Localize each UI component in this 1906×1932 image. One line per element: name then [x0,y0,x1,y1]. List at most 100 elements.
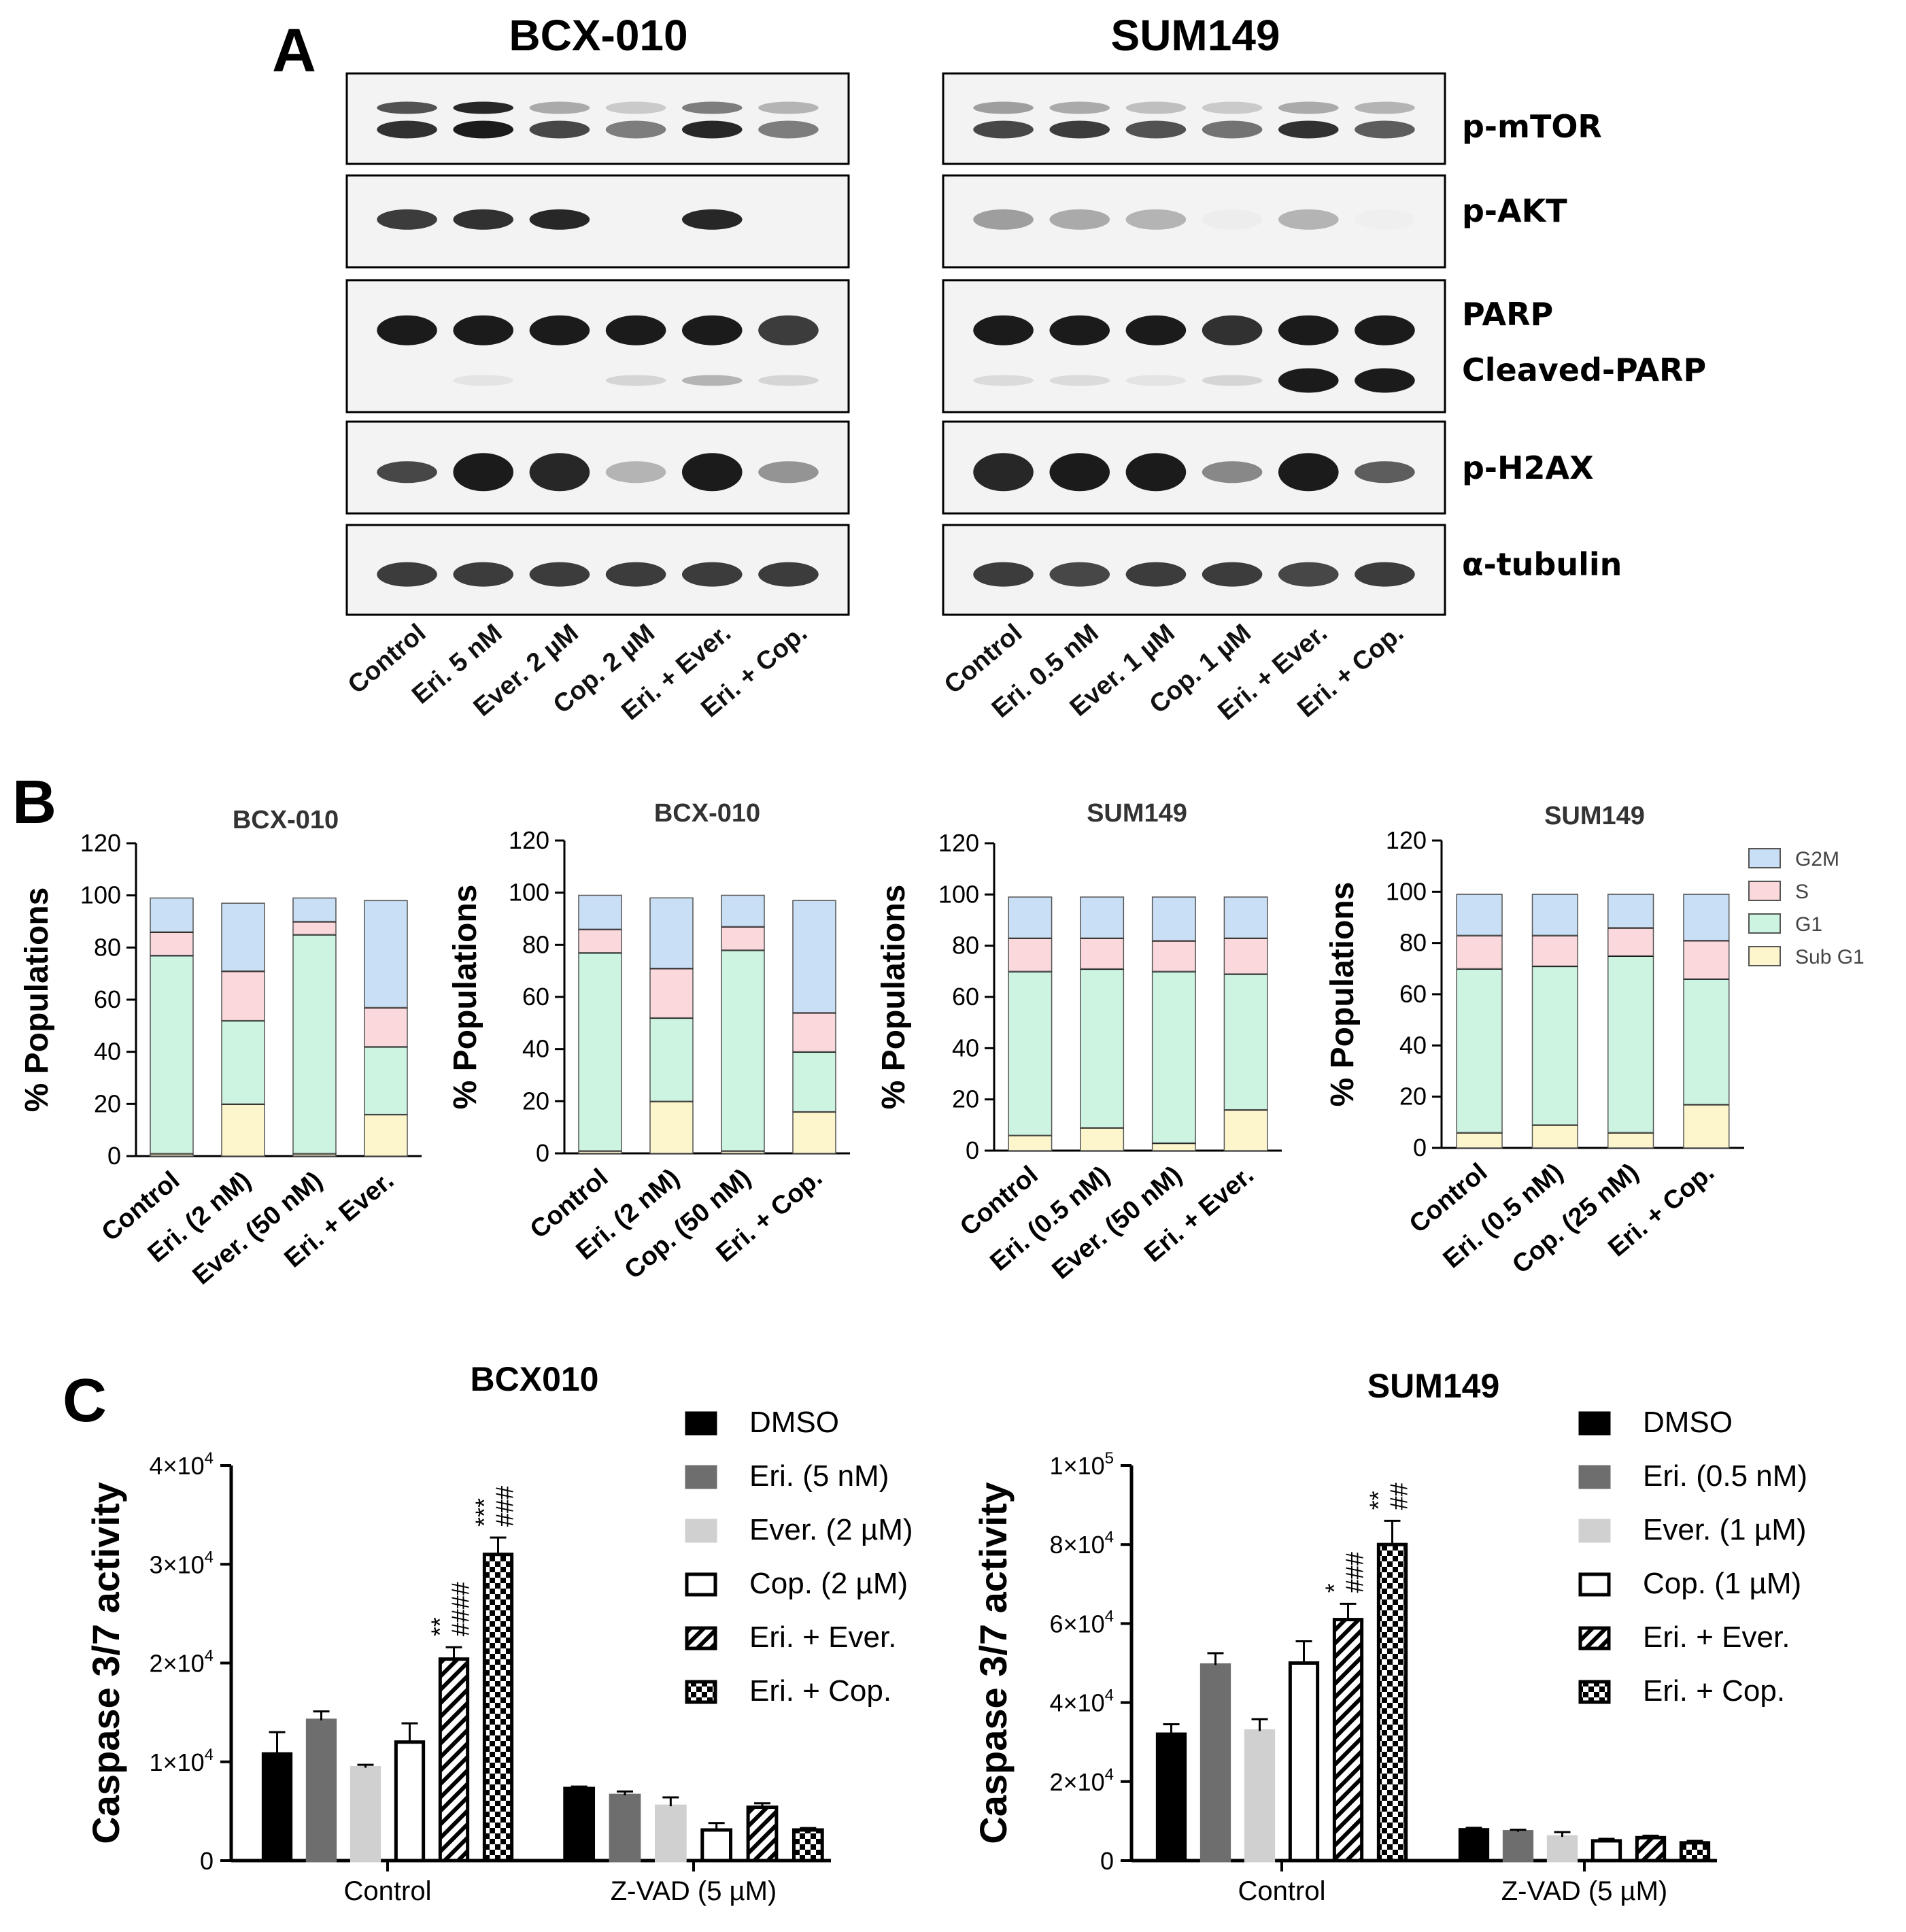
b-chart-3-bar-0-g2m [1456,894,1503,936]
band-left-mtor-upper-0 [377,101,437,114]
blot-right-title: SUM149 [1111,11,1280,60]
c-chart-1-bar-1-2 [1546,1835,1578,1863]
band-right-tubulin-0 [973,562,1034,587]
label-tubulin: α-tubulin [1462,546,1622,583]
c-chart-1-bar-0-1 [1199,1663,1231,1863]
c-chart-1-legend-label-2: Ever. (1 µM) [1643,1513,1807,1546]
c-chart-0-bar-0-5 [482,1553,514,1863]
b-chart-2-bar-3-sub-g1 [1223,1108,1268,1151]
c-chart-0-bar-1-1 [609,1793,641,1863]
band-left-cparp-4 [681,375,743,386]
c-chart-1-ytick-exp-5: 5 [1105,1449,1114,1468]
c-chart-1-legend-label-1: Eri. (0.5 nM) [1643,1459,1807,1493]
band-left-parp-1 [453,315,514,345]
b-chart-3-bar-2-g2m [1607,894,1654,928]
b-chart-2-bar-0-g1 [1008,970,1053,1136]
panel-c-label: C [63,1367,107,1435]
b-chart-0-bar-0-g2m [150,897,194,933]
c-chart-1-legend-label-4: Eri. + Ever. [1643,1621,1790,1654]
band-right-mtor-upper-5 [1355,101,1415,114]
band-left-mtor-lower-5 [758,120,819,139]
c-chart-0-bar-0-0 [261,1752,293,1863]
c-chart-1-ytick-label-0: 0 [1100,1847,1114,1875]
band-left-mtor-upper-2 [529,101,590,114]
c-chart-1-legend-label-3: Cop. (1 µM) [1643,1567,1801,1600]
c-chart-1-ytick-base-4: 8×10 [1050,1531,1105,1559]
c-chart-1-legend-swatch-4 [1578,1626,1611,1650]
b-chart-0-ytick-label-2: 40 [94,1038,121,1066]
b-chart-1-bar-2-s [721,926,765,951]
b-chart-0-bar-1-s [221,970,265,1021]
c-chart-1-legend-swatch-5 [1578,1680,1611,1704]
blot-right-parp-frame [942,279,1446,413]
c-chart-1-ytick-exp-2: 4 [1105,1687,1114,1705]
b-chart-1-ytick-label-0: 0 [536,1139,549,1167]
band-left-h2ax-1 [453,453,514,492]
b-chart-3-bar-1-sub-g1 [1531,1124,1578,1149]
c-chart-1-legend-label-5: Eri. + Cop. [1643,1674,1785,1708]
b-chart-1-ytick-label-5: 100 [509,879,549,906]
band-right-mtor-lower-3 [1202,120,1263,139]
b-chart-3-bar-1-g2m [1531,894,1578,936]
b-chart-0-ytick-label-6: 120 [80,829,121,857]
c-chart-0-sig-star-0: ** [426,1617,454,1636]
band-right-akt-0 [973,209,1034,230]
band-right-akt-4 [1278,209,1339,230]
label-p-mtor: p-mTOR [1462,108,1602,145]
b-chart-1-title: BCX-010 [654,799,760,828]
c-chart-1-ytick-label-2: 4×104 [1050,1687,1114,1717]
b-chart-0-ytick-label-5: 100 [80,881,121,909]
c-chart-0-sig-star-1: *** [471,1498,498,1527]
c-chart-0-ytick-exp-3: 4 [205,1548,214,1566]
band-right-akt-5 [1355,209,1415,230]
band-left-h2ax-2 [529,453,590,492]
band-left-h2ax-4 [681,453,743,492]
c-chart-1-ytick-label-3: 6×104 [1050,1607,1114,1638]
band-right-parp-2 [1125,315,1187,345]
b-chart-1-cat-2: Cop. (50 nM) [619,1164,757,1285]
c-chart-0-ytick-base-3: 3×10 [150,1550,205,1578]
c-chart-0-ytick-label-3: 3×104 [150,1548,214,1578]
band-right-mtor-upper-3 [1202,101,1263,114]
b-chart-0-bar-2-g2m [292,897,337,922]
band-right-parp-1 [1049,315,1110,345]
blot-left-parp-frame [345,279,850,413]
b-chart-2-bar-2-sub-g1 [1151,1142,1196,1151]
b-chart-1-bar-0-s [578,928,622,953]
b-chart-2-bar-1-sub-g1 [1080,1127,1125,1151]
c-chart-0-legend-swatch-5 [685,1680,717,1704]
c-chart-0-legend-label-0: DMSO [749,1406,839,1439]
blot-left-mtor-frame [345,72,850,165]
panel-b-label: B [12,768,56,836]
band-left-tubulin-2 [529,562,590,587]
band-left-h2ax-5 [758,461,819,484]
c-chart-1-bar-1-3 [1590,1839,1622,1863]
b-chart-2-bar-2-s [1151,940,1196,972]
b-chart-3-bar-0-sub-g1 [1456,1132,1503,1149]
b-chart-2-ytick-label-2: 40 [952,1034,979,1062]
c-chart-0-ytick-base-4: 4×10 [150,1452,205,1480]
c-chart-0-legend-swatch-1 [685,1465,717,1489]
band-left-h2ax-0 [377,461,437,484]
band-right-mtor-upper-1 [1049,101,1110,114]
band-left-parp-2 [529,315,590,345]
c-chart-1-bar-1-5 [1679,1841,1711,1863]
c-chart-0-bar-1-4 [746,1806,779,1863]
band-right-mtor-upper-2 [1125,101,1187,114]
band-right-tubulin-2 [1125,562,1187,587]
b-legend-label-0: G2M [1795,848,1839,870]
c-chart-0-cat-0: Control [344,1876,432,1906]
b-chart-1-bar-0-g1 [578,952,622,1151]
c-chart-0-ytick-base-1: 1×10 [150,1748,205,1776]
b-chart-2-ytick-label-3: 60 [952,983,979,1011]
band-left-mtor-lower-2 [529,120,590,139]
band-left-akt-1 [453,209,514,230]
c-chart-1-bar-0-4 [1332,1618,1364,1863]
band-right-parp-0 [973,315,1034,345]
b-chart-0-ytick-label-1: 20 [94,1089,121,1117]
band-right-cparp-3 [1202,375,1263,386]
c-chart-1-legend-label-0: DMSO [1643,1406,1733,1439]
b-legend-swatch-3 [1748,946,1781,966]
